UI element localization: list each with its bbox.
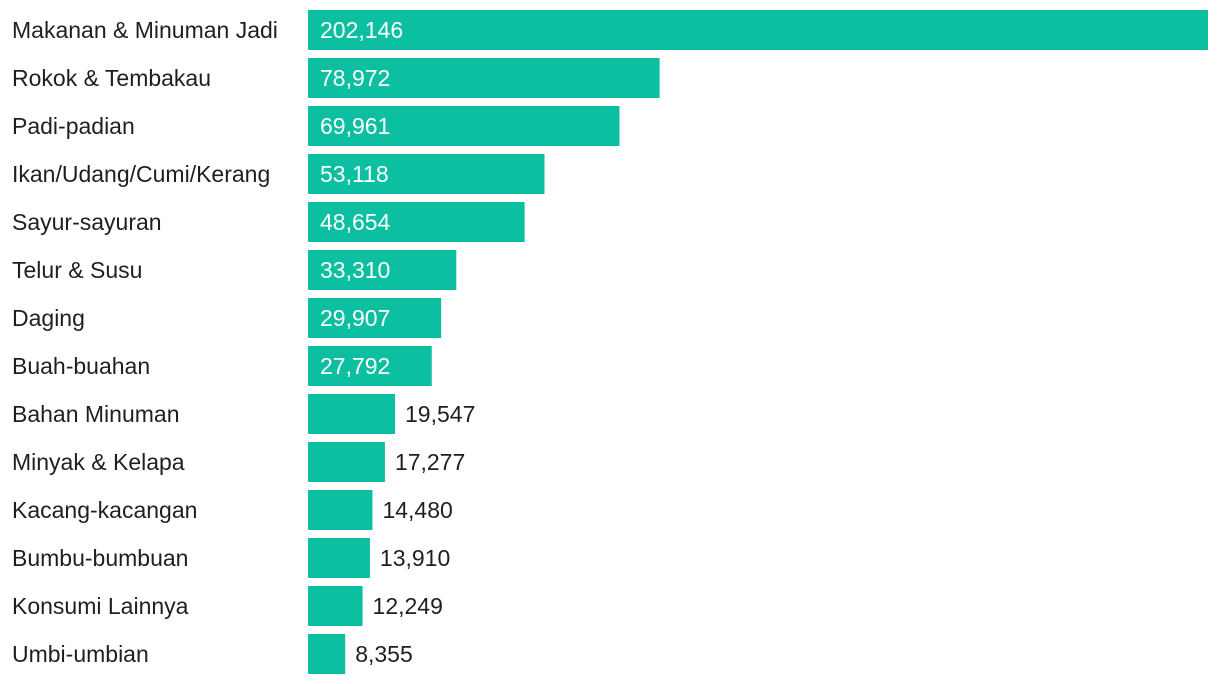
bar-umbi-umbian [308,634,346,674]
value-label-makanan-minuman-jadi: 202,146 [320,17,403,43]
category-label-makanan-minuman-jadi: Makanan & Minuman Jadi [12,17,278,43]
category-label-umbi-umbian: Umbi-umbian [12,641,149,667]
category-label-padi-padian: Padi-padian [12,113,135,139]
category-label-bumbu-bumbuan: Bumbu-bumbuan [12,545,188,571]
bar-sayur-sayuran [308,202,525,242]
category-label-kacang-kacangan: Kacang-kacangan [12,497,197,523]
value-label-umbi-umbian: 8,355 [355,641,413,667]
category-label-telur-susu: Telur & Susu [12,257,142,283]
category-label-rokok-tembakau: Rokok & Tembakau [12,65,211,91]
bar-makanan-minuman-jadi [308,10,1208,50]
bar-rokok-tembakau [308,58,660,98]
value-label-daging: 29,907 [320,305,390,331]
value-label-padi-padian: 69,961 [320,113,390,139]
bar-konsumi-lainnya [308,586,363,626]
value-labels: 202,146 78,972 69,961 53,118 48,654 33,310 29,… [320,17,475,667]
bar-bahan-minuman [308,394,396,434]
category-label-buah-buahan: Buah-buahan [12,353,150,379]
category-labels: Makanan & Minuman Jadi Rokok & Tembakau Pa… [12,17,278,667]
bar-ikan-udang-cumi-kerang [308,154,545,194]
category-label-ikan-udang-cumi-kerang: Ikan/Udang/Cumi/Kerang [12,161,270,187]
bar-buah-buahan [308,346,432,386]
bars [308,10,1208,674]
category-label-konsumi-lainnya: Konsumi Lainnya [12,593,189,619]
value-label-bahan-minuman: 19,547 [405,401,475,427]
value-label-sayur-sayuran: 48,654 [320,209,391,235]
bar-telur-susu [308,250,457,290]
value-label-minyak-kelapa: 17,277 [395,449,465,475]
category-label-sayur-sayuran: Sayur-sayuran [12,209,162,235]
bar-daging [308,298,442,338]
bar-bumbu-bumbuan [308,538,370,578]
bar-minyak-kelapa [308,442,385,482]
value-label-kacang-kacangan: 14,480 [382,497,452,523]
value-label-telur-susu: 33,310 [320,257,390,283]
value-label-konsumi-lainnya: 12,249 [373,593,443,619]
value-label-bumbu-bumbuan: 13,910 [380,545,450,571]
category-label-bahan-minuman: Bahan Minuman [12,401,180,427]
category-label-minyak-kelapa: Minyak & Kelapa [12,449,185,475]
bar-kacang-kacangan [308,490,373,530]
category-label-daging: Daging [12,305,85,331]
value-label-rokok-tembakau: 78,972 [320,65,390,91]
bar-padi-padian [308,106,620,146]
value-label-buah-buahan: 27,792 [320,353,390,379]
value-label-ikan-udang-cumi-kerang: 53,118 [320,161,389,187]
